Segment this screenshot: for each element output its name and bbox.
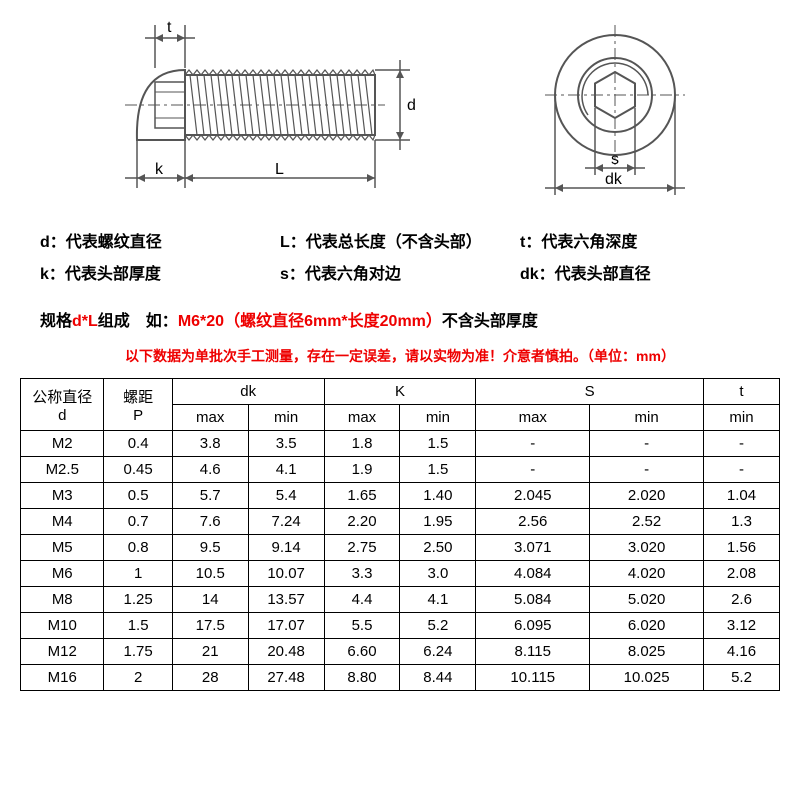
table-row: M121.752120.486.606.248.1158.0254.16: [21, 639, 780, 665]
table-row: M101.517.517.075.55.26.0956.0203.12: [21, 613, 780, 639]
label-k: k: [155, 161, 164, 178]
label-t: t: [167, 20, 172, 36]
label-d: d: [407, 97, 416, 114]
table-row: M20.43.83.51.81.5---: [21, 431, 780, 457]
table-row: M40.77.67.242.201.952.562.521.3: [21, 509, 780, 535]
table-row: M81.251413.574.44.15.0845.0202.6: [21, 587, 780, 613]
col-k: K: [324, 379, 476, 405]
legend-row-1: d：代表螺纹直径 L：代表总长度（不含头部） t：代表六角深度: [40, 228, 760, 252]
diagrams-row: t d: [0, 0, 800, 210]
measurement-warning: 以下数据为单批次手工测量，存在一定误差，请以实物为准！介意者慎拍。（单位：mm）: [0, 341, 800, 378]
table-row: M50.89.59.142.752.503.0713.0201.56: [21, 535, 780, 561]
spec-table: 公称直径d 螺距P dk K S t max min max min max m…: [20, 378, 780, 691]
col-dk: dk: [172, 379, 324, 405]
table-row: M6110.510.073.33.04.0844.0202.08: [21, 561, 780, 587]
table-row: M30.55.75.41.651.402.0452.0201.04: [21, 483, 780, 509]
label-s: s: [611, 151, 619, 168]
col-t: t: [704, 379, 780, 405]
screw-side-view: t d: [85, 20, 425, 200]
table-row: M1622827.488.808.4410.11510.0255.2: [21, 665, 780, 691]
legend-row-2: k：代表头部厚度 s：代表六角对边 dk：代表头部直径: [40, 260, 760, 284]
label-dk: dk: [605, 171, 623, 188]
col-p: 螺距P: [104, 379, 172, 431]
legend-block: d：代表螺纹直径 L：代表总长度（不含头部） t：代表六角深度 k：代表头部厚度…: [0, 210, 800, 302]
table-row: M2.50.454.64.11.91.5---: [21, 457, 780, 483]
col-d: 公称直径d: [21, 379, 104, 431]
col-s: S: [476, 379, 704, 405]
screw-top-view: s dk: [515, 20, 715, 200]
spec-description: 规格d*L组成 如：M6*20（螺纹直径6mm*长度20mm）不含头部厚度: [0, 302, 800, 341]
label-L: L: [275, 161, 284, 178]
